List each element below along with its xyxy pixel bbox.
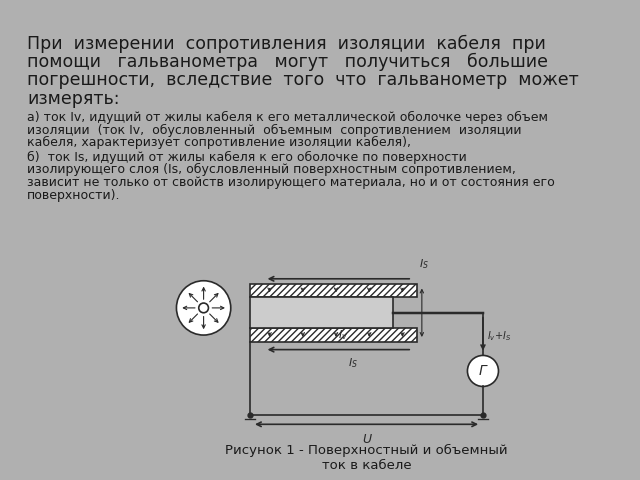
Text: $I_S$: $I_S$ <box>348 356 358 370</box>
Text: погрешности,  вследствие  того  что  гальванометр  может: погрешности, вследствие того что гальван… <box>27 71 579 89</box>
Text: измерять:: измерять: <box>27 90 120 108</box>
Text: кабеля, характеризует сопротивление изоляции кабеля),: кабеля, характеризует сопротивление изол… <box>27 136 411 149</box>
Text: При  измерении  сопротивления  изоляции  кабеля  при: При измерении сопротивления изоляции каб… <box>27 35 546 53</box>
Text: $I_S$: $I_S$ <box>419 257 429 271</box>
Text: $I_v$+$I_S$: $I_v$+$I_S$ <box>487 329 511 343</box>
Text: изолирующего слоя (Is, обусловленный поверхностным сопротивлением,: изолирующего слоя (Is, обусловленный пов… <box>27 163 516 177</box>
Text: помощи   гальванометра   могут   получиться   большие: помощи гальванометра могут получиться бо… <box>27 53 548 71</box>
Text: б)  ток Is, идущий от жилы кабеля к его оболочке по поверхности: б) ток Is, идущий от жилы кабеля к его о… <box>27 151 467 164</box>
Circle shape <box>467 355 499 386</box>
Circle shape <box>177 281 231 335</box>
Text: изоляции  (ток Iv,  обусловленный  объемным  сопротивлением  изоляции: изоляции (ток Iv, обусловленный объемным… <box>27 124 522 137</box>
Text: зависит не только от свойств изолирующего материала, но и от состояния его: зависит не только от свойств изолирующег… <box>27 176 555 189</box>
Bar <box>250 328 417 342</box>
Text: Рисунок 1 - Поверхностный и объемный
ток в кабеле: Рисунок 1 - Поверхностный и объемный ток… <box>225 444 508 472</box>
Text: а) ток Iv, идущий от жилы кабеля к его металлической оболочке через объем: а) ток Iv, идущий от жилы кабеля к его м… <box>27 111 548 124</box>
Text: Г: Г <box>479 364 487 378</box>
Text: U: U <box>362 433 371 446</box>
Text: поверхности).: поверхности). <box>27 189 120 202</box>
Bar <box>250 297 393 328</box>
Circle shape <box>199 303 209 313</box>
Text: $I_v$: $I_v$ <box>339 328 348 342</box>
Bar <box>250 284 417 297</box>
